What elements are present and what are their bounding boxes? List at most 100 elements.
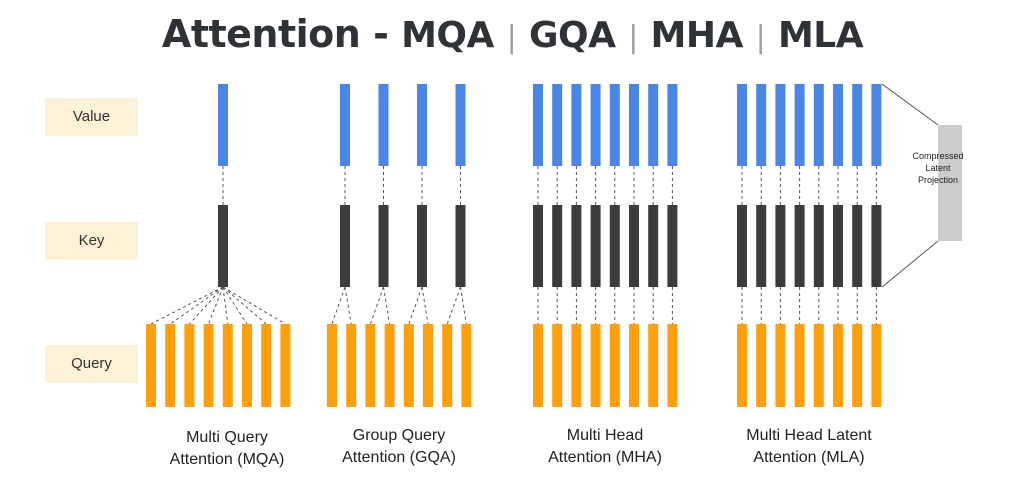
caption-mqa: Multi Query Attention (MQA) <box>142 427 312 471</box>
caption-mha-line1: Multi Head <box>566 427 644 444</box>
query-row-label: Query <box>45 345 138 383</box>
caption-mla: Multi Head Latent Attention (MLA) <box>724 425 894 469</box>
gqa-key-query-link <box>446 286 461 325</box>
projection-label-line2: Latent <box>925 163 951 173</box>
mqa-query-head-5 <box>222 324 233 407</box>
gqa-query-head-4 <box>384 324 395 407</box>
mqa-query-head-2 <box>165 324 176 407</box>
mqa-query-head-1 <box>146 324 156 407</box>
mla-value-head-1 <box>737 84 747 166</box>
mha-value-head-4 <box>590 84 601 166</box>
title-separator: | <box>506 20 517 55</box>
title-mqa: MQA <box>401 15 494 56</box>
mha-query-head-6 <box>629 324 639 407</box>
gqa-value-head-2 <box>378 84 389 166</box>
value-row-label: Value <box>45 98 138 136</box>
mha-key-head-6 <box>629 205 639 287</box>
mla-key-head-6 <box>833 205 843 287</box>
mla-key-head-1 <box>737 205 747 287</box>
mha-key-head-5 <box>609 205 620 287</box>
mqa-key-head-1 <box>218 205 228 287</box>
projection-label: Compressed Latent Projection <box>898 150 978 186</box>
gqa-key-query-link <box>331 286 346 325</box>
mha-key-head-8 <box>667 205 678 287</box>
mla-value-head-5 <box>813 84 824 166</box>
mha-key-head-1 <box>533 205 543 287</box>
projection-top-link <box>881 83 939 126</box>
gqa-key-query-link <box>369 286 384 325</box>
mqa-value-head-1 <box>218 84 228 166</box>
title-separator: | <box>755 20 766 55</box>
mla-value-head-2 <box>756 84 767 166</box>
mqa-query-head-4 <box>203 324 214 407</box>
page-title: Attention - MQA | GQA | MHA | MLA <box>0 12 1025 56</box>
mla-query-head-3 <box>775 324 786 407</box>
gqa-key-head-4 <box>455 205 466 287</box>
gqa-key-query-link <box>344 286 352 325</box>
caption-gqa-line1: Group Query <box>352 427 446 444</box>
gqa-query-head-6 <box>423 324 433 407</box>
gqa-value-head-4 <box>455 84 466 166</box>
caption-mla-line2: Attention (MLA) <box>753 449 865 466</box>
caption-mha: Multi Head Attention (MHA) <box>520 425 690 469</box>
mha-query-head-3 <box>571 324 582 407</box>
mha-query-head-8 <box>667 324 678 407</box>
mla-key-head-2 <box>756 205 767 287</box>
mla-query-head-4 <box>794 324 805 407</box>
mla-key-head-3 <box>775 205 786 287</box>
gqa-value-head-3 <box>417 84 427 166</box>
mha-value-head-3 <box>571 84 582 166</box>
gqa-key-query-link <box>460 286 467 325</box>
gqa-key-head-1 <box>340 205 350 287</box>
gqa-query-head-1 <box>327 324 337 407</box>
mha-key-head-2 <box>552 205 563 287</box>
mha-value-head-5 <box>609 84 620 166</box>
mha-query-head-4 <box>590 324 601 407</box>
mqa-key-query-link <box>150 286 224 325</box>
title-mha: MHA <box>650 15 744 56</box>
mqa-key-query-link <box>222 286 229 325</box>
mla-value-head-3 <box>775 84 786 166</box>
mqa-key-query-link <box>208 286 224 325</box>
mha-query-head-5 <box>609 324 620 407</box>
title-prefix: Attention - <box>161 12 402 56</box>
mla-key-head-4 <box>794 205 805 287</box>
gqa-key-query-link <box>421 286 429 325</box>
title-gqa: GQA <box>528 15 616 56</box>
mla-value-head-6 <box>833 84 843 166</box>
mqa-query-head-7 <box>261 324 272 407</box>
gqa-key-head-3 <box>417 205 427 287</box>
mla-value-head-8 <box>871 84 882 166</box>
title-separator: | <box>628 20 638 55</box>
projection-label-line3: Projection <box>917 175 959 185</box>
mla-key-head-5 <box>813 205 824 287</box>
gqa-query-head-3 <box>365 324 376 407</box>
mha-value-head-7 <box>648 84 659 166</box>
mqa-query-head-6 <box>242 324 252 407</box>
mla-key-head-8 <box>871 205 882 287</box>
mqa-key-query-link <box>222 286 248 325</box>
caption-mqa-line2: Attention (MQA) <box>169 451 285 468</box>
mla-query-head-2 <box>756 324 767 407</box>
mla-query-head-8 <box>871 324 882 407</box>
gqa-key-head-2 <box>378 205 389 287</box>
mha-query-head-7 <box>648 324 659 407</box>
caption-mla-line1: Multi Head Latent <box>746 427 872 444</box>
mqa-key-query-link <box>222 286 267 325</box>
mla-query-head-5 <box>813 324 824 407</box>
projection-bottom-link <box>881 240 939 288</box>
mha-query-head-1 <box>533 324 543 407</box>
mqa-query-head-8 <box>280 324 291 407</box>
caption-mqa-line1: Multi Query <box>186 429 268 446</box>
mha-value-head-6 <box>629 84 639 166</box>
mha-value-head-1 <box>533 84 543 166</box>
mla-key-head-7 <box>852 205 863 287</box>
mla-query-head-6 <box>833 324 843 407</box>
mha-key-head-3 <box>571 205 582 287</box>
mha-value-head-8 <box>667 84 678 166</box>
caption-gqa-line2: Attention (GQA) <box>342 449 456 466</box>
projection-label-line1: Compressed <box>912 151 964 161</box>
gqa-value-head-1 <box>340 84 350 166</box>
title-mla: MLA <box>777 15 864 56</box>
caption-mha-line2: Attention (MHA) <box>548 449 662 466</box>
